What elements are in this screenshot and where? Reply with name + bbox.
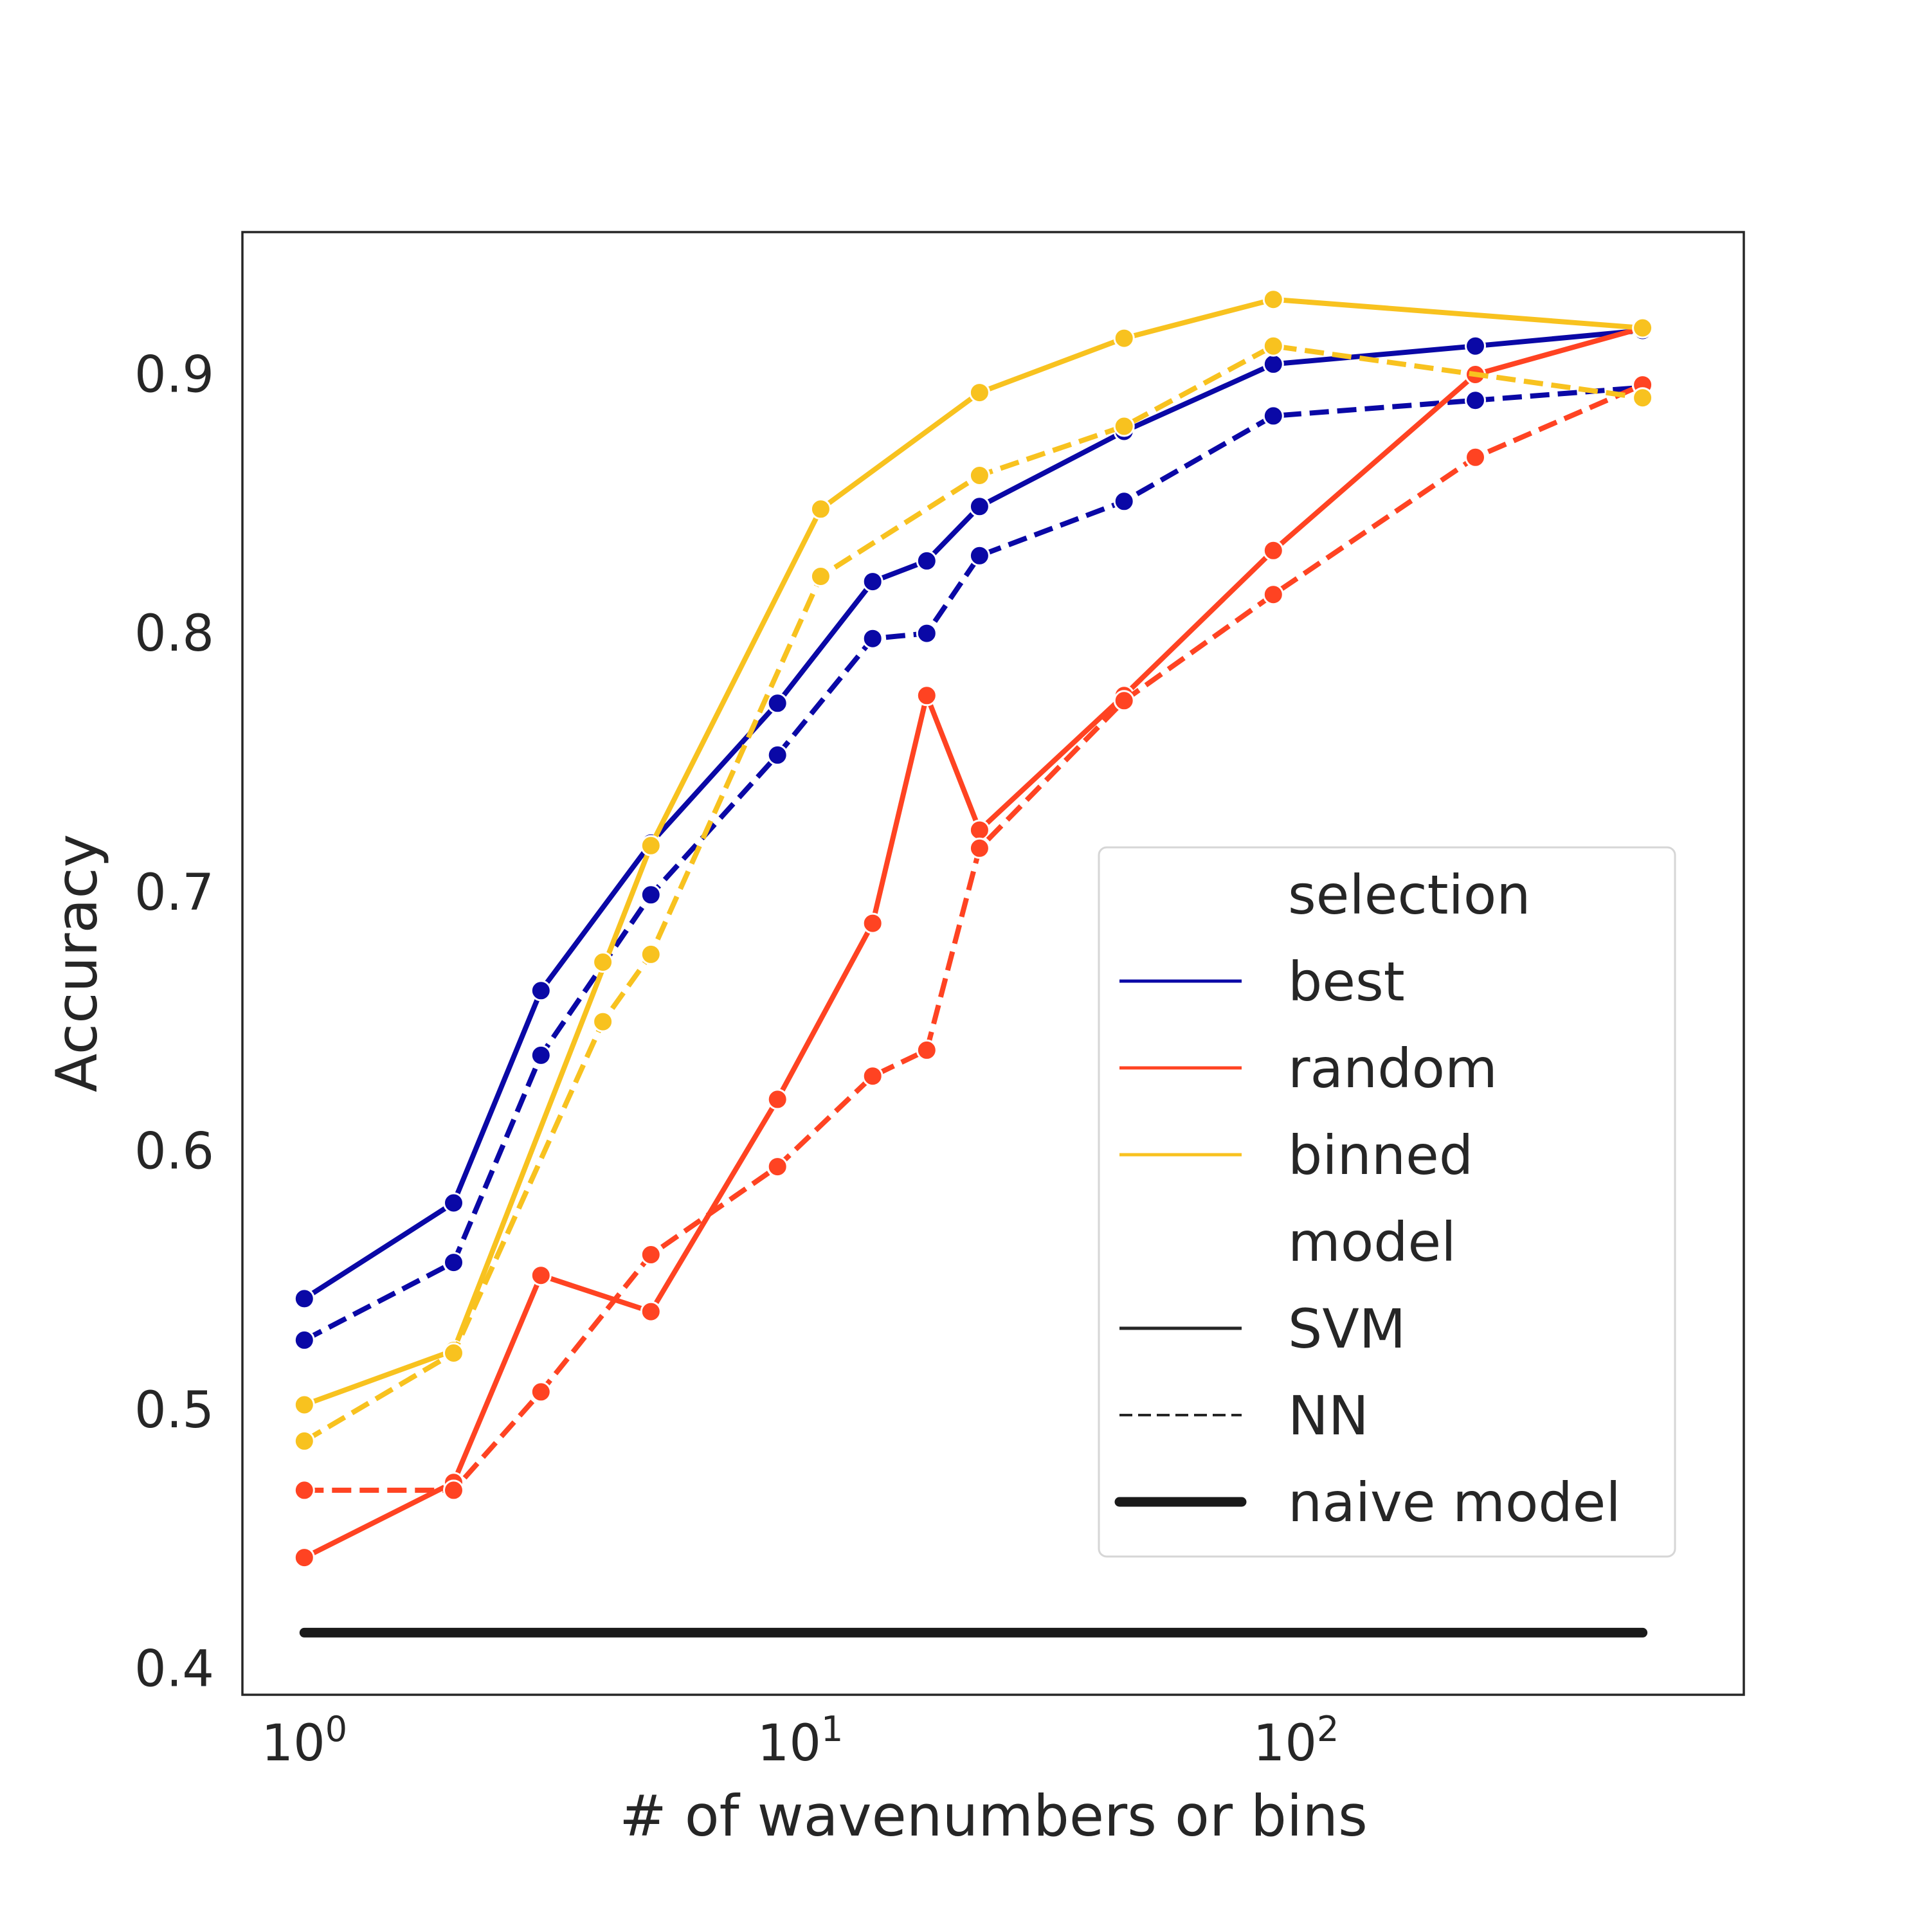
data-point	[916, 1039, 937, 1061]
series-line	[302, 328, 1645, 1301]
legend-label: best	[1288, 950, 1405, 1013]
y-tick-label: 0.4	[134, 1641, 214, 1699]
legend-entry-model: model	[1288, 1211, 1456, 1274]
x-axis-label: # of wavenumbers or bins	[619, 1783, 1368, 1849]
data-point	[443, 1192, 464, 1214]
y-tick-label: 0.8	[134, 605, 214, 663]
data-point	[1465, 335, 1486, 357]
series-line	[302, 296, 1645, 1407]
data-point	[968, 496, 990, 518]
data-point	[810, 498, 831, 520]
x-tick-label: 102	[1253, 1709, 1339, 1773]
data-point	[592, 952, 614, 973]
data-point	[766, 1088, 788, 1110]
y-tick-label: 0.5	[134, 1382, 214, 1440]
legend-label: model	[1288, 1211, 1456, 1274]
data-point	[1262, 539, 1284, 561]
data-point	[1262, 405, 1284, 427]
series-layer	[293, 289, 1654, 1638]
data-point	[1262, 289, 1284, 311]
legend-label: SVM	[1288, 1297, 1406, 1360]
legend: selection best random binned model SVM NN naive…	[1098, 846, 1676, 1558]
y-tick-label: 0.9	[134, 347, 214, 404]
data-point	[862, 627, 883, 649]
data-point	[1113, 415, 1135, 437]
series-line	[302, 325, 1645, 1560]
plot-frame	[241, 231, 1745, 1696]
legend-label: NN	[1288, 1384, 1369, 1447]
legend-label: selection	[1288, 863, 1531, 926]
data-point	[1632, 387, 1654, 409]
series-line	[304, 382, 1644, 1493]
data-point	[810, 566, 831, 587]
legend-entry-naive-model: naive model	[1114, 1471, 1621, 1534]
x-tick-labels: 100 101 102	[261, 1709, 1339, 1773]
x-tick-label: 100	[261, 1709, 347, 1773]
data-point	[916, 685, 937, 707]
legend-entry-best: best	[1119, 950, 1405, 1013]
data-point	[293, 1547, 315, 1569]
legend-label: binned	[1288, 1124, 1473, 1187]
legend-entry-NN: NN	[1119, 1384, 1369, 1447]
series-binned-NN	[293, 335, 1654, 1452]
data-point	[1465, 446, 1486, 468]
data-point	[968, 837, 990, 859]
data-point	[443, 1342, 464, 1364]
data-point	[640, 884, 662, 906]
y-tick-labels: 0.4 0.5 0.6 0.7 0.8 0.9	[134, 347, 214, 1699]
series-random-SVM	[293, 317, 1654, 1569]
data-point	[1262, 584, 1284, 606]
data-point	[766, 1156, 788, 1178]
data-point	[1262, 335, 1284, 357]
data-point	[293, 1288, 315, 1310]
y-tick-label: 0.6	[134, 1123, 214, 1180]
series-line	[303, 384, 1643, 1342]
data-point	[968, 819, 990, 841]
legend-box	[1098, 846, 1676, 1558]
data-point	[293, 1430, 315, 1452]
y-tick-label: 0.7	[134, 864, 214, 922]
data-point	[640, 1244, 662, 1265]
data-point	[530, 1044, 552, 1066]
data-point	[1262, 353, 1284, 375]
legend-label: naive model	[1288, 1471, 1621, 1534]
data-point	[530, 1381, 552, 1403]
data-point	[968, 465, 990, 486]
y-axis-label: Accuracy	[44, 834, 110, 1092]
data-point	[968, 382, 990, 404]
data-point	[1465, 390, 1486, 411]
data-point	[766, 744, 788, 766]
data-point	[1113, 327, 1135, 349]
data-point	[640, 835, 662, 856]
legend-entry-random: random	[1119, 1037, 1498, 1100]
data-point	[862, 912, 883, 934]
data-point	[1113, 491, 1135, 512]
data-point	[530, 980, 552, 1002]
data-point	[592, 1011, 614, 1033]
series-binned-SVM	[293, 289, 1654, 1416]
data-point	[862, 571, 883, 593]
legend-entry-selection: selection	[1288, 863, 1531, 926]
data-point	[766, 692, 788, 714]
data-point	[293, 1394, 315, 1416]
data-point	[530, 1265, 552, 1286]
data-point	[443, 1252, 464, 1274]
legend-entry-SVM: SVM	[1119, 1297, 1406, 1360]
data-point	[968, 545, 990, 566]
data-point	[293, 1479, 315, 1501]
data-point	[293, 1329, 315, 1351]
legend-entry-binned: binned	[1119, 1124, 1473, 1187]
data-point	[1632, 317, 1654, 339]
legend-label: random	[1288, 1037, 1498, 1100]
data-point	[916, 622, 937, 644]
data-point	[916, 550, 937, 572]
data-point	[443, 1479, 464, 1501]
x-tick-label: 101	[757, 1709, 844, 1773]
data-point	[1113, 690, 1135, 712]
data-point	[862, 1065, 883, 1087]
data-point	[640, 943, 662, 965]
data-point	[640, 1301, 662, 1323]
